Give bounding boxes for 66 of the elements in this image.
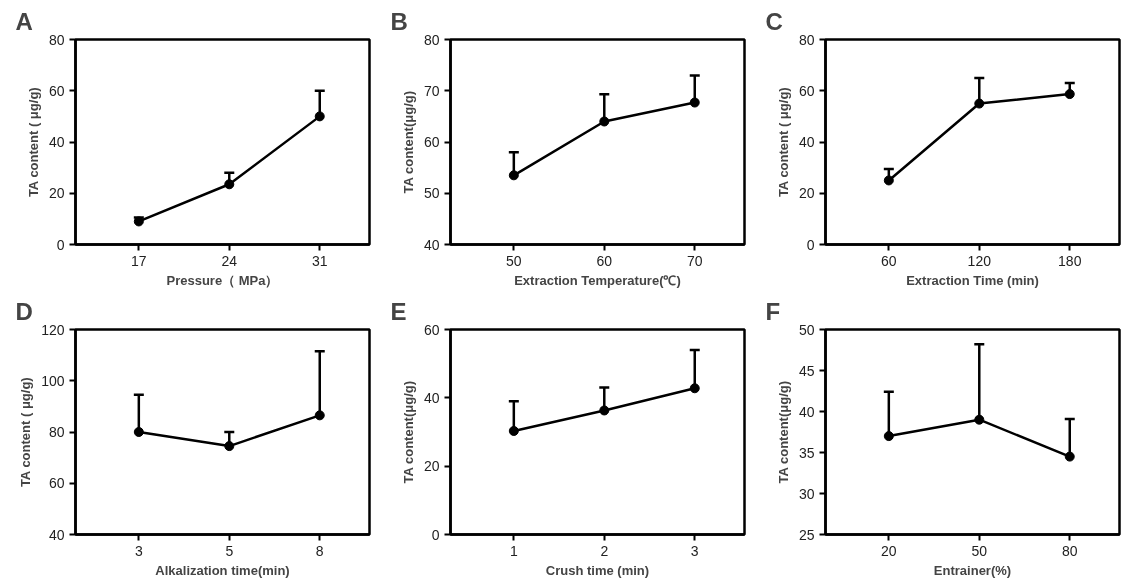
- x-tick-label: 17: [131, 252, 147, 269]
- x-tick-label: 3: [690, 542, 699, 559]
- x-tick-label: 180: [1058, 252, 1082, 269]
- x-tick-label: 70: [686, 252, 703, 269]
- y-axis-title: TA content ( μg/g): [25, 87, 41, 198]
- x-tick-label: 3: [134, 542, 143, 559]
- x-tick-label: 8: [315, 542, 324, 559]
- x-tick-label: 20: [881, 542, 897, 559]
- y-tick-label: 80: [48, 424, 65, 440]
- chart-title: C: [765, 7, 783, 35]
- x-axis-title: Extraction Temperature(℃): [514, 272, 681, 288]
- y-tick-label: 120: [41, 321, 65, 338]
- y-tick-label: 45: [798, 362, 815, 379]
- y-axis-title: TA content ( μg/g): [775, 87, 791, 198]
- y-tick-label: 50: [798, 321, 815, 338]
- x-tick-label: 80: [1061, 542, 1078, 559]
- x-tick-label: 24: [221, 252, 238, 269]
- y-tick-label: 0: [56, 236, 65, 253]
- y-axis-title: TA content(μg/g): [400, 380, 416, 484]
- y-tick-label: 25: [798, 526, 815, 543]
- y-tick-label: 80: [798, 31, 815, 48]
- y-tick-label: 20: [48, 185, 65, 202]
- y-tick-label: 30: [798, 485, 815, 502]
- y-tick-label: 40: [48, 134, 65, 150]
- y-tick-label: 40: [798, 134, 815, 150]
- y-tick-label: 40: [423, 389, 440, 406]
- x-tick-label: 60: [596, 252, 613, 269]
- x-axis-title: Extraction Time (min): [906, 272, 1039, 288]
- x-tick-label: 5: [225, 542, 234, 559]
- y-tick-label: 20: [798, 185, 815, 202]
- x-tick-label: 50: [506, 252, 522, 269]
- y-tick-label: 50: [423, 185, 440, 202]
- x-tick-label: 1: [509, 542, 518, 559]
- x-tick-label: 60: [881, 252, 897, 269]
- y-axis-title: TA content(μg/g): [400, 90, 416, 194]
- x-axis-title: Alkalization time(min): [155, 562, 290, 578]
- y-tick-label: 60: [48, 82, 65, 99]
- x-tick-label: 50: [971, 542, 988, 559]
- y-tick-label: 40: [48, 526, 65, 543]
- x-axis-title: Pressure（ MPa）: [166, 272, 279, 288]
- y-tick-label: 80: [48, 31, 65, 48]
- y-tick-label: 70: [423, 82, 440, 99]
- x-tick-label: 2: [600, 542, 609, 559]
- x-axis-title: Entrainer(%): [933, 562, 1012, 578]
- y-axis-title: TA content ( μg/g): [18, 377, 34, 488]
- y-tick-label: 60: [48, 475, 65, 492]
- y-tick-label: 60: [423, 321, 440, 338]
- chart-title: A: [15, 7, 33, 35]
- y-tick-label: 60: [798, 82, 815, 99]
- x-tick-label: 31: [311, 252, 328, 269]
- y-tick-label: 40: [423, 236, 440, 253]
- y-tick-label: 80: [423, 31, 440, 48]
- y-tick-label: 35: [798, 444, 815, 461]
- y-tick-label: 0: [806, 236, 815, 253]
- y-tick-label: 100: [41, 372, 65, 389]
- x-axis-title: Crush time (min): [545, 562, 650, 578]
- y-tick-label: 60: [423, 134, 440, 150]
- chart-title: E: [390, 297, 407, 325]
- chart-title: F: [765, 297, 781, 325]
- y-tick-label: 0: [431, 526, 440, 543]
- y-axis-title: TA content(μg/g): [775, 380, 791, 484]
- x-tick-label: 120: [967, 252, 992, 269]
- y-tick-label: 20: [423, 458, 440, 475]
- y-tick-label: 40: [798, 403, 815, 420]
- chart-title: D: [15, 297, 33, 325]
- chart-title: B: [390, 7, 408, 35]
